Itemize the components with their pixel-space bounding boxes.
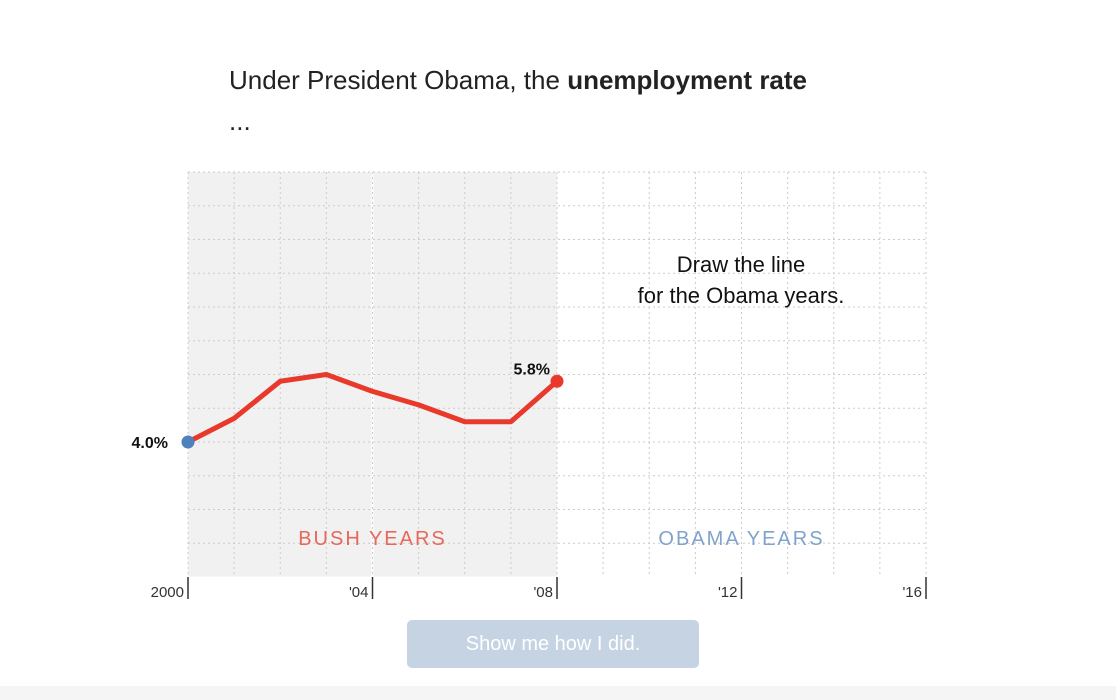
start-value-label: 4.0% <box>132 435 168 452</box>
show-me-button[interactable]: Show me how I did. <box>407 620 699 668</box>
x-tick-label: '04 <box>349 584 369 601</box>
title-prefix: Under President Obama, the <box>229 65 568 95</box>
end-value-label: 5.8% <box>514 361 550 378</box>
region-label: BUSH YEARS <box>298 528 447 550</box>
annotation-text: Draw the line <box>677 252 805 277</box>
region-label: OBAMA YEARS <box>658 528 824 550</box>
x-tick-label: 2000 <box>151 584 184 601</box>
x-tick-label: '16 <box>902 584 922 601</box>
title-suffix: ... <box>229 106 251 136</box>
bottom-bar <box>0 686 1116 700</box>
start-dot <box>181 435 195 449</box>
annotation-text: for the Obama years. <box>638 283 845 308</box>
end-dot <box>550 374 564 388</box>
chart-title: Under President Obama, the unemployment … <box>229 60 829 142</box>
data-line <box>186 372 559 445</box>
x-tick-label: '08 <box>533 584 553 601</box>
title-bold: unemployment rate <box>567 65 808 95</box>
x-tick-label: '12 <box>718 584 738 601</box>
